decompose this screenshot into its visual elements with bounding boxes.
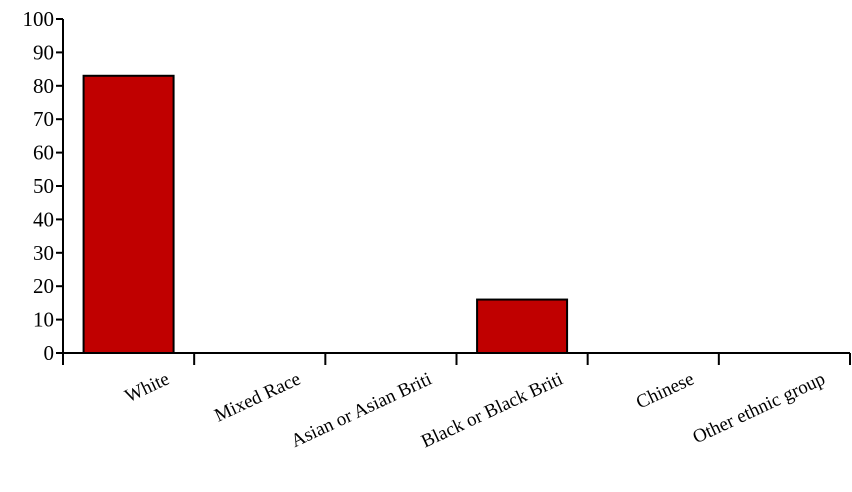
bars [82,74,569,354]
bar [82,74,175,354]
x-category-label: Mixed Race [211,368,304,426]
y-tick-label: 10 [33,308,54,332]
y-tick-label: 90 [33,40,54,64]
y-tick-label: 70 [33,107,54,131]
x-category-label: Chinese [633,368,697,413]
y-tick-label: 100 [23,7,55,31]
x-category-label: Other ethnic group [690,368,829,448]
y-tick-label: 30 [33,241,54,265]
x-category-label: Asian or Asian Briti [288,368,435,451]
x-category-label: Black or Black Briti [418,368,566,452]
axes [56,19,850,365]
x-category-label: White [122,368,173,407]
bar [476,298,569,354]
y-tick-label: 40 [33,207,54,231]
y-tick-label: 0 [44,341,55,365]
y-axis-ticks: 0 10 20 30 40 50 60 70 80 90 100 [23,7,63,365]
y-tick-label: 50 [33,174,54,198]
y-tick-label: 60 [33,141,54,165]
y-tick-label: 80 [33,74,54,98]
y-tick-label: 20 [33,274,54,298]
